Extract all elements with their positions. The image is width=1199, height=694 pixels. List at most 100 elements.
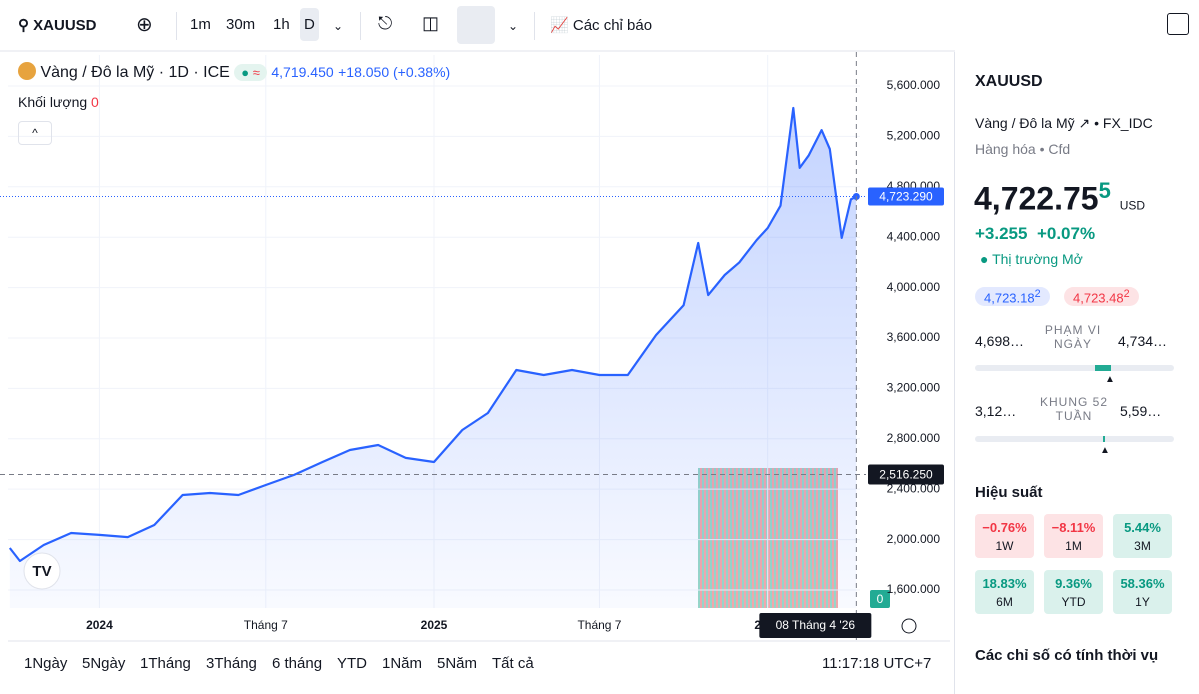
- market-status: ● Thị trường Mở: [980, 251, 1083, 267]
- candles-icon[interactable]: ◫: [422, 13, 440, 33]
- range-button[interactable]: 3Tháng: [206, 655, 257, 672]
- clock: 11:17:18 UTC+7: [822, 655, 932, 672]
- separator: [176, 12, 177, 40]
- category: Hàng hóa: [975, 141, 1036, 157]
- perf-period: 1M: [1065, 539, 1082, 553]
- y-tick-label: 3,600.000: [887, 330, 941, 344]
- interval[interactable]: 30m: [226, 16, 256, 33]
- add-symbol[interactable]: ⊕: [136, 14, 153, 36]
- status-pill[interactable]: ● ≈: [234, 64, 267, 81]
- symbol-search[interactable]: ⚲ XAUUSD: [18, 17, 97, 34]
- bars-icon[interactable]: ⎋: [378, 13, 393, 33]
- perf-value: 18.83%: [982, 576, 1027, 591]
- y-tick-label: 2,800.000: [887, 431, 941, 445]
- crosshair-price-badge: [868, 464, 944, 485]
- seasonal-title: Các chỉ số có tính thời vụ: [975, 647, 1159, 664]
- last-price-badge: [868, 187, 944, 206]
- sidebar-symbol: XAUUSD: [975, 73, 1043, 90]
- volume-label: Khối lượng: [18, 94, 88, 110]
- ask-value: 4,723.48: [1073, 290, 1124, 306]
- y-tick-label: 5,200.000: [887, 129, 941, 143]
- y-tick-label: 5,600.000: [887, 78, 941, 92]
- perf-period: YTD: [1061, 595, 1086, 609]
- currency: USD: [1119, 198, 1146, 213]
- bid-value: 4,723.18: [984, 290, 1035, 306]
- y-tick-label: 2,400.000: [887, 481, 941, 495]
- range-button[interactable]: Tất cả: [492, 655, 534, 672]
- area: [9, 108, 857, 608]
- interval[interactable]: 1m: [190, 16, 211, 33]
- collapse[interactable]: ^: [18, 121, 52, 145]
- y-tick-label: 3,200.000: [887, 381, 941, 395]
- range-button[interactable]: 1Tháng: [140, 655, 191, 672]
- perf-title: Hiệu suất: [975, 484, 1043, 501]
- perf-period: 1Y: [1135, 595, 1150, 609]
- symbol[interactable]: XAUUSD: [33, 17, 97, 34]
- sidebar-border: [954, 52, 955, 694]
- volume-axis-label: 0: [877, 592, 884, 606]
- range-button[interactable]: YTD: [337, 655, 367, 672]
- popout[interactable]: [1167, 13, 1189, 35]
- perf-cell: −8.11% 1M: [1044, 514, 1103, 558]
- range-button[interactable]: 5Ngày: [82, 655, 126, 672]
- symbol-icon: [18, 62, 36, 80]
- perf-cell: 58.36% 1Y: [1113, 570, 1172, 614]
- settings-icon[interactable]: [901, 618, 917, 634]
- perf-cell: 18.83% 6M: [975, 570, 1034, 614]
- last-price-label: 4,723.290: [879, 190, 933, 204]
- interval[interactable]: 1h: [273, 16, 290, 33]
- day-range-bar: ▲: [975, 365, 1174, 385]
- legend-price: 4,719.450: [271, 64, 334, 80]
- perf-value: −8.11%: [1051, 520, 1096, 535]
- interval-menu[interactable]: ⌄: [333, 19, 344, 33]
- ask: 4,723.482: [1064, 287, 1139, 307]
- chart: TV 0 1,600.000 2,000.000 2,400.000 2,800.00…: [0, 50, 955, 642]
- separator: [360, 12, 361, 40]
- legend-title: Vàng / Đô la Mỹ · 1D · ICE: [40, 64, 230, 81]
- range-button[interactable]: 5Năm: [437, 655, 478, 672]
- x-tick-label: Tháng 7: [577, 618, 621, 632]
- perf-value: 5.44%: [1124, 520, 1161, 535]
- perf-value: 9.36%: [1055, 576, 1092, 591]
- chart-type-menu[interactable]: ⌄: [508, 19, 519, 33]
- crosshair-price-label: 2,516.250: [879, 468, 933, 482]
- sidebar-desc: Vàng / Đô la Mỹ ↗ • FX_IDC: [975, 115, 1153, 131]
- change-pct: +0.07%: [1036, 224, 1096, 243]
- y-tick-label: 4,400.000: [887, 229, 941, 243]
- price-line: [8, 106, 857, 563]
- y-tick-label: 4,000.000: [887, 280, 941, 294]
- x-tick-label: 2025: [421, 618, 448, 632]
- sidebar-price: 4,722.755 USD: [974, 178, 1145, 218]
- perf-period: 3M: [1134, 539, 1151, 553]
- day-low: 4,698…: [975, 333, 1025, 349]
- interval-active[interactable]: D: [300, 8, 319, 41]
- status: Thị trường Mở: [992, 251, 1083, 267]
- perf-cell: 5.44% 3M: [1113, 514, 1172, 558]
- perf-period: 1W: [995, 539, 1014, 553]
- sidebar-cat: Hàng hóa • Cfd: [975, 141, 1071, 157]
- crosshair-date-label: 08 Tháng 4 '26: [776, 618, 856, 632]
- perf-period: 6M: [996, 595, 1013, 609]
- volume-legend: Khối lượng 0: [18, 94, 99, 110]
- separator: [534, 12, 535, 40]
- change: +3.255: [975, 224, 1028, 243]
- range-button[interactable]: 1Năm: [382, 655, 423, 672]
- bid: 4,723.182: [975, 287, 1050, 307]
- tv-logo-text: TV: [32, 563, 51, 580]
- perf-cell: 9.36% YTD: [1044, 570, 1103, 614]
- perf-value: 58.36%: [1120, 576, 1165, 591]
- exchange: FX_IDC: [1102, 115, 1153, 131]
- area-icon[interactable]: [457, 6, 495, 44]
- perf-value: −0.76%: [982, 520, 1027, 535]
- bid-sup: 2: [1034, 288, 1041, 300]
- day-range-label: PHẠM VI NGÀY: [1044, 323, 1102, 351]
- price-sup: 5: [1098, 178, 1111, 203]
- range-button[interactable]: 1Ngày: [24, 655, 68, 672]
- x-tick-label: Tháng 7: [244, 618, 288, 632]
- volume-value: 0: [91, 94, 99, 110]
- y-tick-label: 1,600.000: [887, 582, 941, 596]
- range-button[interactable]: 6 tháng: [272, 655, 323, 672]
- indicators-label[interactable]: Các chỉ báo: [572, 17, 653, 34]
- indicators[interactable]: 📈 Các chỉ báo: [550, 17, 653, 34]
